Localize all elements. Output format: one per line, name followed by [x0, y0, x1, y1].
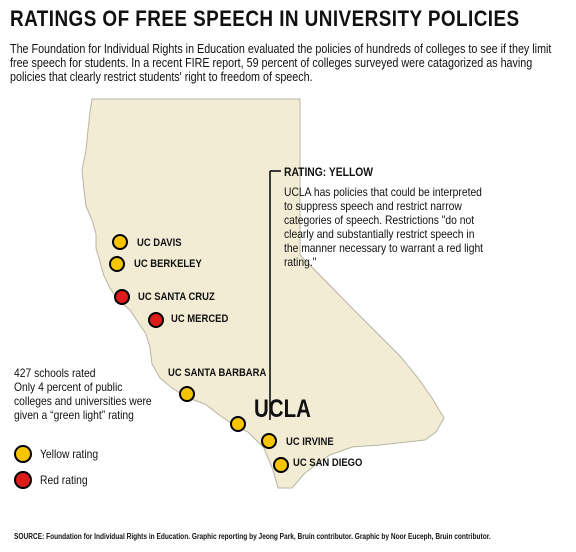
stats-green: Only 4 percent of public colleges and un…: [14, 380, 152, 422]
marker-uc-san-diego: [273, 457, 289, 473]
label-uc-irvine: UC IRVINE: [286, 436, 334, 448]
intro-text: The Foundation for Individual Rights in …: [10, 42, 552, 84]
label-uc-santa-barbara: UC SANTA BARBARA: [168, 367, 267, 379]
legend-red-label: Red rating: [40, 473, 88, 487]
callout-title: RATING: YELLOW: [284, 165, 374, 179]
yellow-dot-icon: [14, 445, 32, 463]
marker-uc-davis: [112, 234, 128, 250]
legend-red: Red rating: [14, 471, 95, 489]
marker-ucla: [230, 416, 246, 432]
label-uc-berkeley: UC BERKELEY: [134, 258, 202, 270]
marker-uc-irvine: [261, 433, 277, 449]
stats-block: 427 schools rated Only 4 percent of publ…: [14, 366, 160, 422]
legend-yellow: Yellow rating: [14, 445, 108, 463]
callout-body: UCLA has policies that could be interpre…: [284, 185, 484, 269]
marker-uc-santa-barbara: [179, 386, 195, 402]
red-dot-icon: [14, 471, 32, 489]
marker-uc-merced: [148, 312, 164, 328]
marker-uc-berkeley: [109, 256, 125, 272]
page-title: RATINGS OF FREE SPEECH IN UNIVERSITY POL…: [10, 6, 520, 31]
label-uc-davis: UC DAVIS: [137, 237, 182, 249]
stats-schools: 427 schools rated: [14, 366, 96, 380]
label-uc-san-diego: UC SAN DIEGO: [293, 457, 363, 469]
source-note: SOURCE: Foundation for Individual Rights…: [14, 532, 491, 541]
california-shape: [81, 98, 445, 489]
label-uc-merced: UC MERCED: [171, 313, 229, 325]
marker-uc-santa-cruz: [114, 289, 130, 305]
label-uc-santa-cruz: UC SANTA CRUZ: [138, 291, 215, 303]
label-ucla: UCLA: [254, 395, 311, 423]
legend-yellow-label: Yellow rating: [40, 447, 99, 461]
